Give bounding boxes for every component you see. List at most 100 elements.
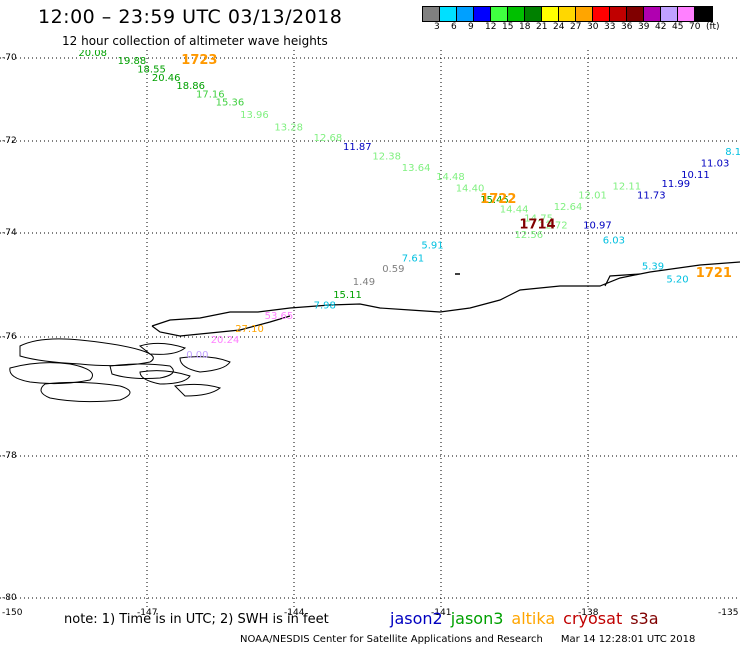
lon-label: -144	[284, 608, 305, 618]
legend-tick-label: (ft)	[706, 22, 720, 32]
legend-tick-label: 30	[587, 22, 599, 32]
lon-label: -138	[578, 608, 599, 618]
legend-tick-label: 24	[553, 22, 565, 32]
island-outline	[139, 370, 191, 385]
legend-tick-label: 36	[621, 22, 633, 32]
legend-swatch	[542, 7, 559, 21]
swh-value-label: 13.28	[274, 123, 303, 134]
footer-note: note: 1) Time is in UTC; 2) SWH is in fe…	[64, 612, 329, 627]
legend-swatch	[508, 7, 525, 21]
swh-value-label: 1.49	[353, 277, 375, 288]
wave-height-map: 20.08 19.8818.5520.4618.8617.1615.3613.96…	[0, 50, 740, 610]
coastline	[151, 261, 740, 337]
swh-value-label: 13.96	[240, 110, 269, 121]
legend-swatch	[474, 7, 491, 21]
island-outline	[19, 338, 154, 367]
credit-text: NOAA/NESDIS Center for Satellite Applica…	[240, 634, 543, 645]
lat-label: -76	[2, 332, 17, 342]
time-label: 1723	[181, 53, 217, 68]
lat-label: -70	[2, 53, 17, 63]
swh-value-label: 12.11	[613, 181, 642, 192]
swh-value-label: 13.64	[402, 163, 431, 174]
credit-timestamp: Mar 14 12:28:01 UTC 2018	[560, 634, 696, 645]
legend-swatch	[627, 7, 644, 21]
lon-label: -135	[718, 608, 739, 618]
lon-label: -141	[431, 608, 452, 618]
legend-tick-label: 42	[655, 22, 667, 32]
legend-swatch	[695, 7, 712, 21]
legend-swatch	[610, 7, 627, 21]
legend-swatch	[457, 7, 474, 21]
swh-value-label: 15.11	[333, 290, 362, 301]
island-outline	[9, 362, 93, 385]
time-label: 1721	[696, 266, 732, 281]
legend-tick-label: 27	[570, 22, 582, 32]
credit-line: NOAA/NESDIS Center for Satellite Applica…	[240, 634, 695, 645]
legend-tick-label: 15	[502, 22, 514, 32]
satellite-legend-item: jason2	[390, 609, 443, 628]
legend-tick-label: 9	[468, 22, 474, 32]
legend-swatch	[423, 7, 440, 21]
island-outline	[179, 356, 231, 373]
swh-value-label: 14.44	[500, 204, 529, 215]
swh-value-label: 18.86	[176, 81, 205, 92]
swh-value-label: 27.10	[235, 324, 264, 335]
time-label: 1714	[519, 217, 555, 232]
legend-swatch	[559, 7, 576, 21]
swh-value-label: 12.38	[372, 151, 401, 162]
swh-value-label: 7.61	[402, 254, 424, 265]
time-label: 1722	[480, 192, 516, 207]
swh-value-label: 14.40	[456, 184, 485, 195]
swh-value-label: 19.88	[118, 56, 147, 67]
swh-value-label: 10.11	[681, 170, 710, 181]
legend-tick-label: 39	[638, 22, 650, 32]
legend-swatch	[593, 7, 610, 21]
map-title: 12:00 – 23:59 UTC 03/13/2018	[38, 6, 343, 28]
map-subtitle: 12 hour collection of altimeter wave hei…	[62, 34, 328, 48]
swh-value-label: 15.45	[480, 195, 509, 206]
legend-tick-label: 33	[604, 22, 616, 32]
swh-value-label: 0.59	[382, 264, 404, 275]
swh-value-label: 11.87	[343, 142, 372, 153]
legend-swatch	[678, 7, 695, 21]
legend-tick-label: 12	[485, 22, 497, 32]
satellite-legend: jason2 jason3 altika cryosat s3a	[390, 609, 667, 628]
swh-value-label: 53.65	[265, 311, 294, 322]
swh-value-label: 20.08	[78, 50, 107, 59]
swh-value-label: 12.68	[314, 133, 343, 144]
lat-label: -78	[2, 451, 17, 461]
island-outline	[109, 363, 174, 379]
lat-label: -74	[2, 228, 17, 238]
swh-value-label: 5.39	[642, 261, 664, 272]
satellite-legend-item: cryosat	[563, 609, 623, 628]
swh-value-label: 11.73	[637, 191, 666, 202]
swh-value-label: 6.03	[603, 235, 625, 246]
swh-value-label: 14.75	[524, 214, 553, 225]
swh-value-label: 20.46	[152, 73, 181, 84]
satellite-legend-item: altika	[511, 609, 556, 628]
island-outline	[173, 383, 222, 397]
legend-tick-label: 18	[519, 22, 531, 32]
swh-value-label: 15.36	[216, 98, 245, 109]
satellite-legend-item: s3a	[630, 609, 659, 628]
legend-tick-label: 70	[689, 22, 701, 32]
lat-label: -72	[2, 136, 17, 146]
swh-value-label: 8.11	[725, 147, 740, 158]
legend-swatch	[576, 7, 593, 21]
swh-value-label: 12.01	[578, 191, 607, 202]
satellite-legend-item: jason3	[450, 609, 504, 628]
swh-value-label: 14.48	[436, 172, 465, 183]
swh-value-label: 11.03	[701, 158, 730, 169]
color-legend	[422, 6, 713, 22]
legend-tick-label: 3	[434, 22, 440, 32]
legend-swatch	[661, 7, 678, 21]
swh-value-label: 18.55	[137, 65, 166, 76]
swh-value-label: 17.16	[196, 89, 225, 100]
legend-swatch	[491, 7, 508, 21]
swh-value-label: 5.20	[666, 274, 688, 285]
legend-swatch	[644, 7, 661, 21]
lat-label: -80	[2, 593, 17, 603]
legend-tick-label: 21	[536, 22, 548, 32]
swh-value-label: 12.64	[554, 202, 583, 213]
swh-value-label: 10.97	[583, 220, 612, 231]
